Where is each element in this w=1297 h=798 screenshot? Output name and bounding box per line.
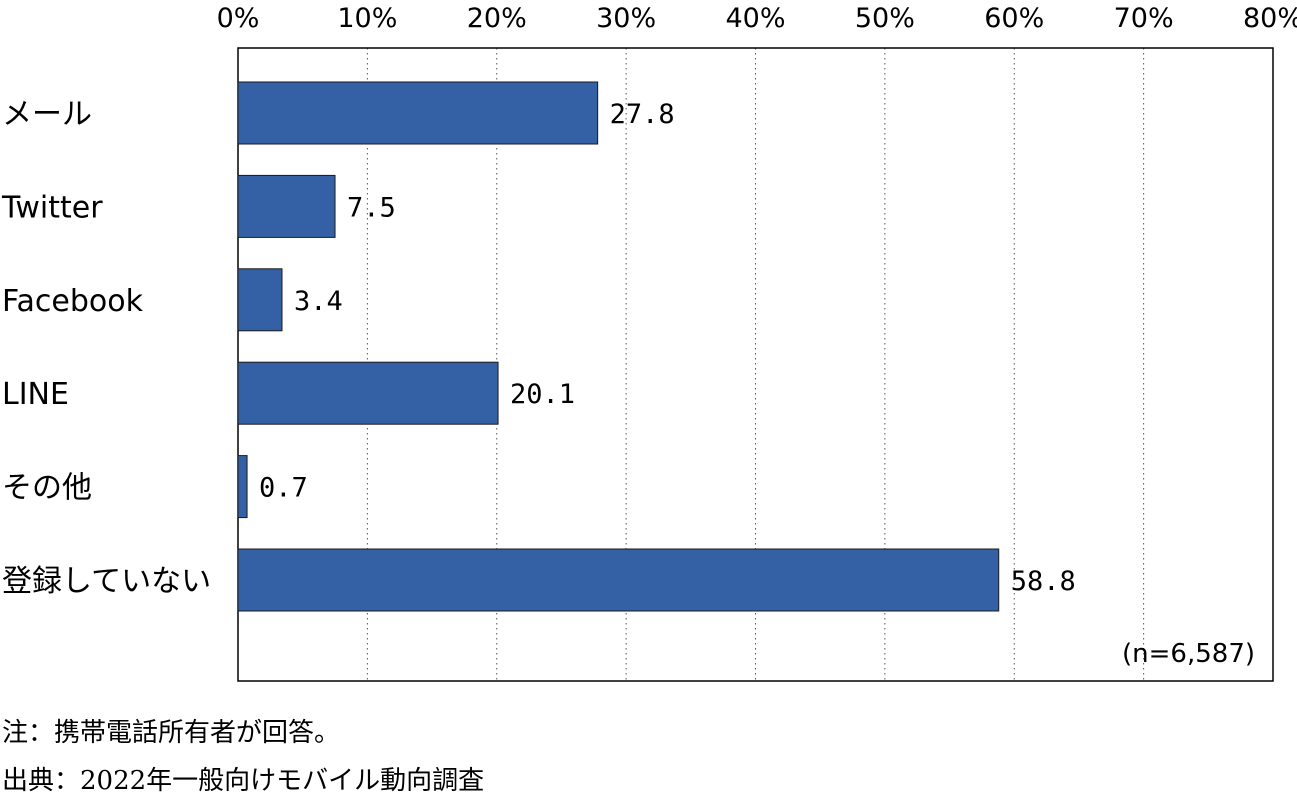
x-tick-label: 70% bbox=[1114, 3, 1174, 34]
bar bbox=[237, 361, 499, 425]
category-label: メール bbox=[2, 97, 92, 132]
footnote: 注：携帯電話所有者が回答。 bbox=[2, 718, 341, 748]
value-label: 7.5 bbox=[347, 192, 396, 223]
bars bbox=[237, 81, 1000, 612]
x-tick-label: 20% bbox=[467, 3, 527, 34]
sample-size-note: (n=6,587) bbox=[1122, 639, 1255, 669]
source-note: 出典：2022年一般向けモバイル動向調査 bbox=[2, 766, 485, 796]
value-label: 58.8 bbox=[1011, 566, 1076, 597]
x-tick-label: 50% bbox=[855, 3, 915, 34]
x-tick-label: 40% bbox=[725, 3, 785, 34]
category-label: 登録していない bbox=[2, 564, 211, 599]
bar bbox=[237, 548, 1000, 612]
category-label: Facebook bbox=[2, 284, 144, 319]
value-label: 0.7 bbox=[259, 473, 308, 504]
category-label: LINE bbox=[2, 377, 69, 412]
bar-chart: 0% 10% 20% 30% 40% 50% 60% 70% 80% メール Twitter Fac… bbox=[1, 3, 1297, 682]
x-tick-label: 30% bbox=[596, 3, 656, 34]
bar bbox=[237, 81, 599, 145]
x-tick-label: 0% bbox=[217, 3, 260, 34]
bar bbox=[237, 174, 336, 238]
x-tick-label: 60% bbox=[984, 3, 1044, 34]
value-labels: 27.8 7.5 3.4 20.1 0.7 58.8 bbox=[259, 99, 1076, 597]
x-tick-label: 10% bbox=[337, 3, 397, 34]
category-label: Twitter bbox=[1, 190, 103, 225]
x-axis-ticks: 0% 10% 20% 30% 40% 50% 60% 70% 80% bbox=[217, 3, 1297, 34]
bar bbox=[237, 268, 283, 332]
value-label: 3.4 bbox=[294, 286, 343, 317]
value-label: 27.8 bbox=[610, 99, 675, 130]
category-label: その他 bbox=[2, 471, 92, 506]
bar bbox=[237, 455, 248, 519]
value-label: 20.1 bbox=[510, 379, 575, 410]
x-tick-label: 80% bbox=[1243, 3, 1297, 34]
